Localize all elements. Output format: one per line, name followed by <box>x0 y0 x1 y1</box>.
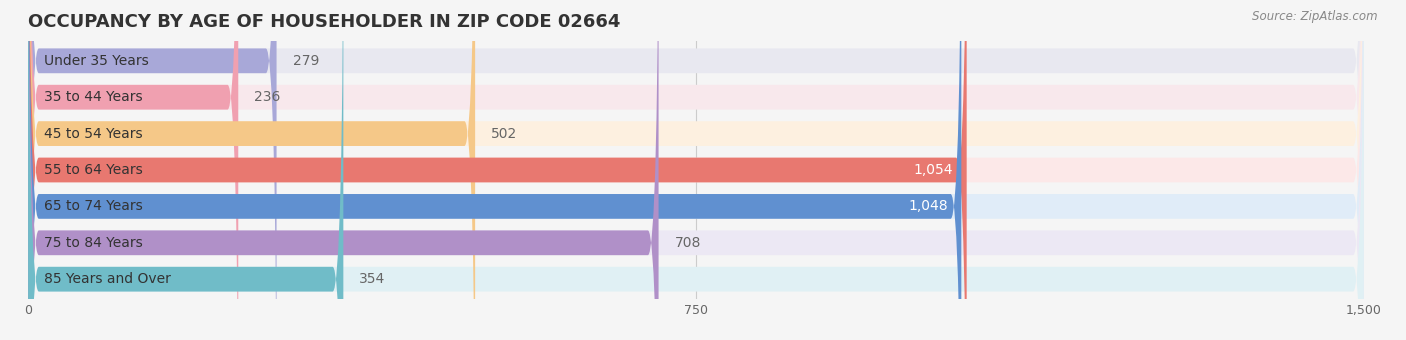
Text: OCCUPANCY BY AGE OF HOUSEHOLDER IN ZIP CODE 02664: OCCUPANCY BY AGE OF HOUSEHOLDER IN ZIP C… <box>28 13 620 31</box>
Text: 236: 236 <box>254 90 281 104</box>
Text: 708: 708 <box>675 236 702 250</box>
FancyBboxPatch shape <box>28 0 1364 340</box>
FancyBboxPatch shape <box>28 0 658 340</box>
FancyBboxPatch shape <box>28 0 1364 340</box>
Text: 85 Years and Over: 85 Years and Over <box>44 272 172 286</box>
Text: 279: 279 <box>292 54 319 68</box>
Text: Source: ZipAtlas.com: Source: ZipAtlas.com <box>1253 10 1378 23</box>
FancyBboxPatch shape <box>28 0 1364 340</box>
Text: 502: 502 <box>491 126 517 141</box>
Text: 1,054: 1,054 <box>914 163 953 177</box>
Text: 35 to 44 Years: 35 to 44 Years <box>44 90 143 104</box>
FancyBboxPatch shape <box>28 0 1364 340</box>
Text: Under 35 Years: Under 35 Years <box>44 54 149 68</box>
Text: 55 to 64 Years: 55 to 64 Years <box>44 163 143 177</box>
FancyBboxPatch shape <box>28 0 1364 340</box>
FancyBboxPatch shape <box>28 0 475 340</box>
FancyBboxPatch shape <box>28 0 1364 340</box>
Text: 65 to 74 Years: 65 to 74 Years <box>44 199 143 214</box>
Text: 354: 354 <box>360 272 385 286</box>
FancyBboxPatch shape <box>28 0 238 340</box>
FancyBboxPatch shape <box>28 0 967 340</box>
Text: 75 to 84 Years: 75 to 84 Years <box>44 236 143 250</box>
FancyBboxPatch shape <box>28 0 962 340</box>
Text: 45 to 54 Years: 45 to 54 Years <box>44 126 143 141</box>
FancyBboxPatch shape <box>28 0 343 340</box>
FancyBboxPatch shape <box>28 0 1364 340</box>
FancyBboxPatch shape <box>28 0 277 340</box>
Text: 1,048: 1,048 <box>908 199 948 214</box>
